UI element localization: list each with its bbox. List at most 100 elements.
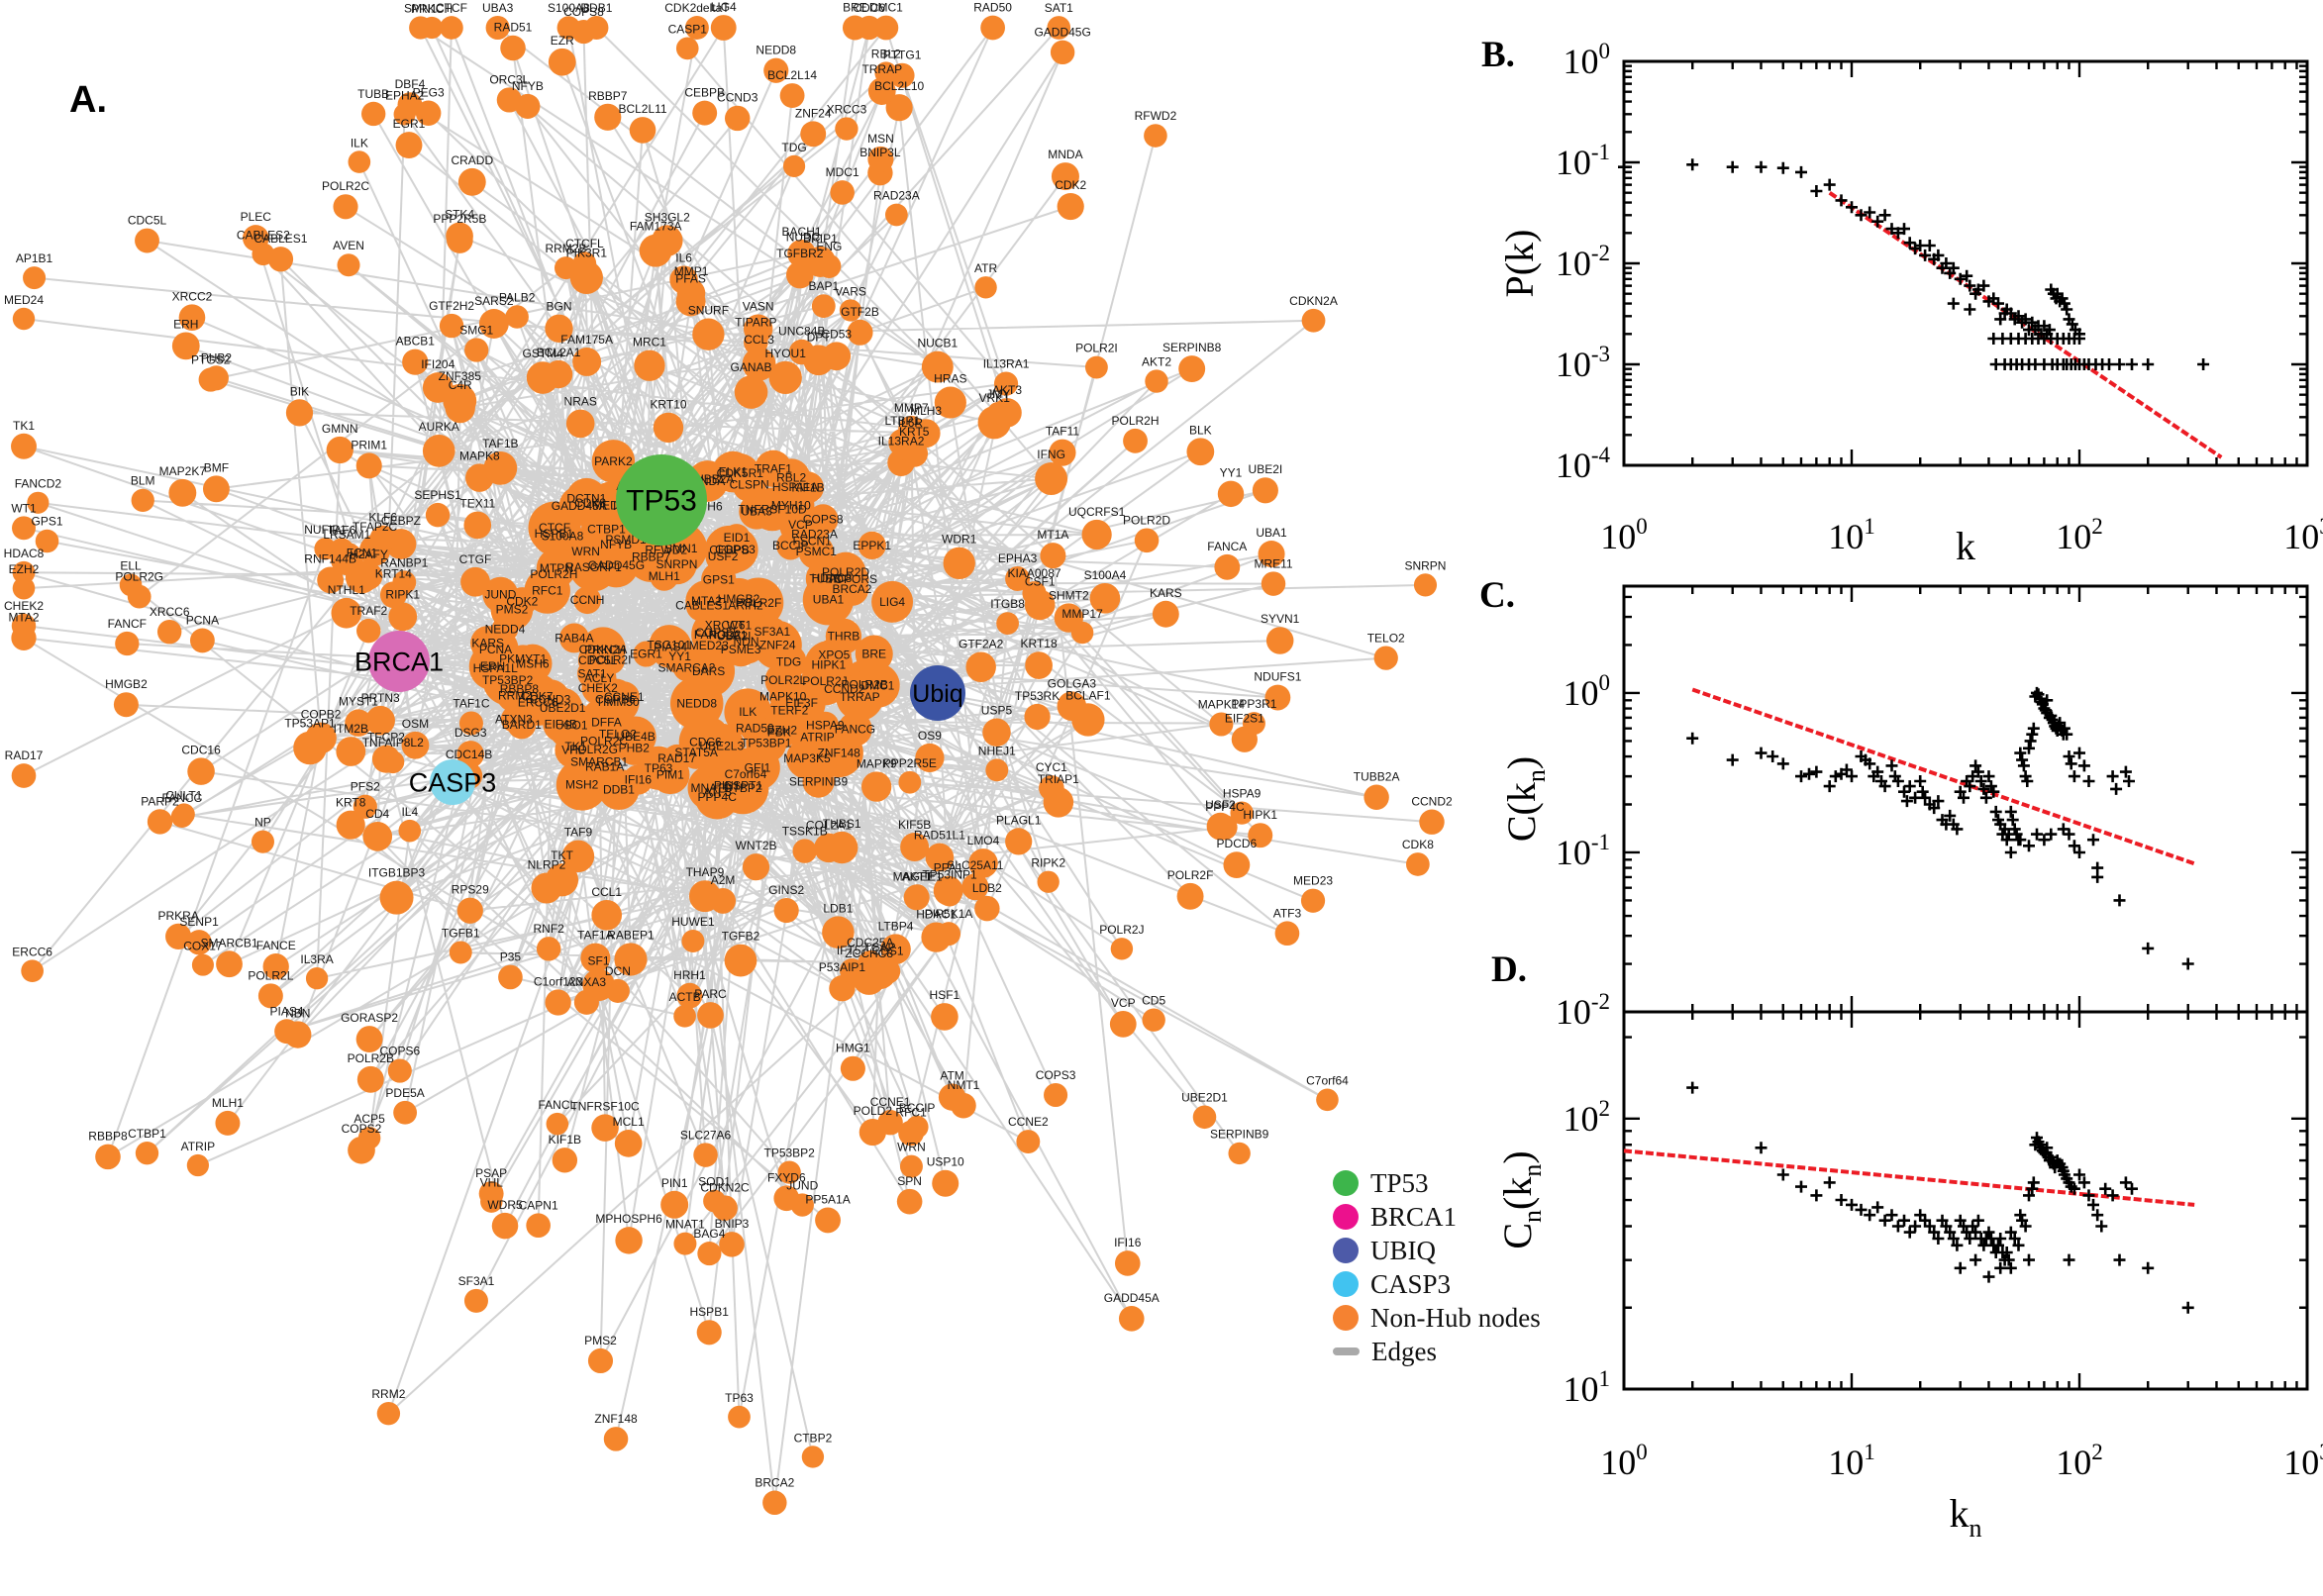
node-label: RAB4A xyxy=(555,631,593,645)
network-node xyxy=(615,1227,643,1254)
network-node xyxy=(792,839,817,863)
node-label: TRAF2 xyxy=(350,604,387,618)
network-node xyxy=(355,1026,383,1053)
network-node xyxy=(1265,627,1294,654)
network-node xyxy=(186,930,212,955)
network-node xyxy=(1145,369,1168,393)
node-label: SMARCB1 xyxy=(201,936,258,949)
node-label: DFFA xyxy=(591,716,622,730)
node-label: MAP3K5 xyxy=(783,751,831,765)
node-label: ACLY xyxy=(584,671,614,685)
node-label: CYC1 xyxy=(1036,760,1067,774)
node-label: CEBPB xyxy=(709,544,750,557)
node-label: TSSK1B xyxy=(782,824,828,838)
node-label: EZH2 xyxy=(9,562,40,576)
network-node xyxy=(305,967,329,990)
node-label: SYVN1 xyxy=(1261,612,1300,626)
network-node xyxy=(1223,851,1251,879)
node-label: SLC25A11 xyxy=(947,858,1003,872)
node-label: KRT18 xyxy=(1021,637,1058,650)
network-node xyxy=(931,1003,959,1031)
node-label: HRH1 xyxy=(673,968,706,982)
network-node xyxy=(693,1143,718,1167)
node-label: NBN xyxy=(285,1006,310,1020)
node-label: VCP xyxy=(788,518,813,532)
network-node xyxy=(710,15,737,41)
network-node xyxy=(838,712,872,747)
node-label: C7orf64 xyxy=(725,767,767,781)
network-node xyxy=(855,662,900,708)
network-node xyxy=(1144,124,1167,148)
node-label: PIN1 xyxy=(714,779,741,793)
fit-line xyxy=(1691,687,2195,866)
node-label: P53AIP1 xyxy=(819,960,866,974)
network-node xyxy=(379,581,407,609)
network-node xyxy=(696,1320,722,1346)
node-label: TRRAP xyxy=(861,62,902,76)
network-node xyxy=(768,360,802,395)
node-label: SMN1 xyxy=(664,542,698,555)
node-label: TP63 xyxy=(725,1391,754,1405)
node-label: TUBB xyxy=(809,572,841,586)
network-node xyxy=(773,897,799,924)
node-label: KLF6 xyxy=(368,511,397,525)
network-node xyxy=(777,1160,801,1184)
node-label: CTBP1 xyxy=(587,523,626,537)
node-label: JUND xyxy=(786,1178,818,1192)
node-label: RFWD2 xyxy=(645,544,687,557)
node-label: CSF1 xyxy=(1025,575,1056,589)
axis-ticks xyxy=(1622,59,2309,467)
network-node xyxy=(515,93,541,119)
node-label: BCL2A1 xyxy=(537,346,581,359)
node-label: KIAA0087 xyxy=(1008,566,1061,580)
network-node xyxy=(505,305,529,329)
node-label: POLR2C xyxy=(322,179,369,193)
node-label: PLAGL1 xyxy=(996,813,1042,827)
node-label: DMC1 xyxy=(869,1,903,15)
node-label: IL4 xyxy=(401,805,418,819)
node-label: CD53 xyxy=(821,327,852,341)
node-label: CCND3 xyxy=(717,91,758,105)
node-label: EID1 xyxy=(724,531,751,545)
node-label: NFYB xyxy=(512,79,544,93)
node-label: CCND3 xyxy=(530,693,571,707)
node-label: CRADD xyxy=(451,153,493,167)
node-label: AVEN xyxy=(333,239,364,252)
node-label: KIF1B xyxy=(549,1133,581,1147)
plot-neighborhood-connectivity: 100 101 102 103 102 101 Cn(kn) kn xyxy=(1495,1010,2323,1543)
node-label: TK1 xyxy=(13,419,35,433)
network-node xyxy=(545,314,573,343)
node-label: PIK3R1 xyxy=(566,247,608,260)
node-label: UBA3 xyxy=(482,1,514,15)
node-label: XRCC6 xyxy=(705,619,746,633)
node-label: WT1 xyxy=(727,618,753,632)
node-label: HSPA9 xyxy=(1223,786,1262,800)
node-label: NDN xyxy=(734,635,759,648)
network-node xyxy=(536,548,577,588)
legend-label: CASP3 xyxy=(1370,1268,1452,1299)
network-node xyxy=(1084,355,1108,379)
node-label: EPPK1 xyxy=(853,539,891,552)
node-label: ANXA3 xyxy=(567,975,607,989)
node-label: TP53BP2 xyxy=(763,1146,815,1159)
node-label: FCN1 xyxy=(347,546,378,559)
network-node xyxy=(326,436,354,464)
node-label: CULT1 xyxy=(165,788,202,802)
network-node xyxy=(1364,784,1389,810)
node-label: MTPN xyxy=(540,561,573,575)
network-node xyxy=(629,117,656,144)
node-label: USP10 xyxy=(927,1155,964,1169)
network-node xyxy=(873,15,899,41)
x-tick-label: 101 xyxy=(1828,1440,1875,1482)
network-node xyxy=(798,527,827,555)
hub-node-casp3 xyxy=(430,759,475,805)
node-label: BCL2L11 xyxy=(618,102,666,116)
node-label: SENP1 xyxy=(179,915,219,929)
node-label: VHL xyxy=(480,1175,504,1189)
y-tick-label: 10-3 xyxy=(1556,342,1610,384)
node-label: XRCC3 xyxy=(827,102,867,116)
network-node xyxy=(943,547,975,580)
node-label: COPS8 xyxy=(563,5,604,19)
node-label: RAD17 xyxy=(5,748,44,762)
network-node xyxy=(840,958,864,983)
